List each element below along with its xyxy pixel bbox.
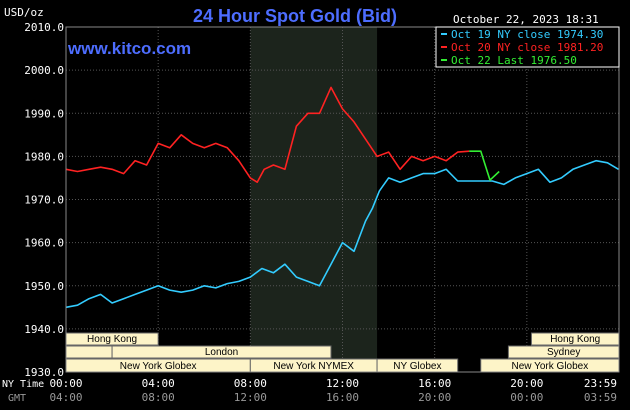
y-axis-ticks: 2010.0 2000.0 1990.0 1980.0 1970.0 1960.0 1950… [24,21,64,379]
x-tick-label-ny: 12:00 [326,377,359,390]
series-line-1 [65,159,619,309]
chart-title: 24 Hour Spot Gold (Bid) [193,6,397,26]
x-tick-label-ny: 08:00 [234,377,267,390]
legend-entry: Oct 22 Last 1976.50 [451,54,577,67]
x-axis-ticks: 00:0004:0004:0008:0008:0012:0012:0016:00… [49,377,617,404]
legend-box [435,26,620,68]
x-tick-label-gmt: 00:00 [510,391,543,404]
y-tick-label: 1950.0 [24,280,64,293]
y-tick-label: 2010.0 [24,21,64,34]
session-top-label: Hong Kong [550,334,600,345]
session-bottom-label: New York Globex [120,361,197,372]
y-tick-label: 1940.0 [24,323,64,336]
series-line-2 [65,86,470,183]
x-tick-label-gmt: 12:00 [234,391,267,404]
x-tick-label-ny: 20:00 [510,377,543,390]
x-tick-label-gmt: 03:59 [584,391,617,404]
y-tick-label: 1990.0 [24,107,64,120]
x-tick-label-gmt: 20:00 [418,391,451,404]
session-bottom-label: New York NYMEX [273,361,354,372]
series-line-3 [469,150,500,181]
source-url: www.kitco.com [67,39,191,58]
y-tick-label: 1960.0 [24,237,64,250]
gmt-row-label: GMT [8,393,26,404]
y-tick-label: 1980.0 [24,150,64,163]
y-tick-label: 1970.0 [24,194,64,207]
legend-entry: Oct 20 NY close 1981.20 [451,41,603,54]
session-bottom-label: NY Globex [393,361,441,372]
series-lines [65,86,619,309]
session-mid-bar [111,345,332,359]
session-bottom-label: New York Globex [512,361,589,372]
x-tick-label-ny: 16:00 [418,377,451,390]
x-tick-label-ny: 04:00 [142,377,175,390]
session-mid-bar [65,345,113,359]
x-tick-label-gmt: 08:00 [142,391,175,404]
plot-frame [65,26,620,373]
x-tick-label-ny: 23:59 [584,377,617,390]
x-tick-label-ny: 00:00 [49,377,82,390]
timestamp: October 22, 2023 18:31 [453,13,599,26]
unit-label: USD/oz [4,6,44,19]
trading-sessions: Hong Kong Hong Kong London Sydney New York G… [65,332,620,373]
x-tick-label-gmt: 16:00 [326,391,359,404]
x-tick-label-gmt: 04:00 [49,391,82,404]
ny-time-row-label: NY Time [2,379,44,390]
y-tick-label: 2000.0 [24,64,64,77]
legend-entry: Oct 19 NY close 1974.30 [451,28,603,41]
session-mid-label: Sydney [547,347,580,358]
session-top-label: Hong Kong [87,334,137,345]
nymex-session-shade [250,27,378,372]
session-mid-label: London [205,347,238,358]
y-tick-label: 1930.0 [24,366,64,379]
